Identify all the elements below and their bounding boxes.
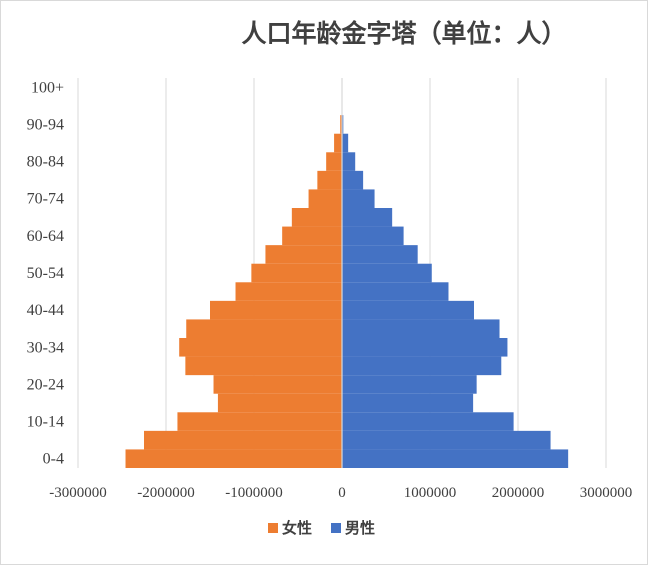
male-bar-13 bbox=[342, 208, 393, 227]
bars bbox=[125, 96, 569, 468]
female-bar-12 bbox=[282, 226, 342, 246]
legend-label-0: 女性 bbox=[282, 519, 312, 537]
female-bar-4 bbox=[213, 375, 342, 394]
male-bar-7 bbox=[342, 319, 500, 338]
male-bar-12 bbox=[342, 226, 404, 246]
male-bar-4 bbox=[342, 375, 477, 394]
x-tick-label-6: 3000000 bbox=[580, 485, 633, 501]
y-category-label-2: 20-24 bbox=[27, 376, 64, 393]
female-bar-0 bbox=[125, 449, 343, 468]
male-bar-17 bbox=[342, 133, 349, 153]
y-category-label-8: 80-84 bbox=[27, 154, 64, 171]
male-bar-10 bbox=[342, 263, 432, 283]
male-bar-14 bbox=[342, 189, 375, 208]
y-category-label-0: 0-4 bbox=[43, 451, 64, 468]
male-bar-8 bbox=[342, 300, 474, 320]
male-bar-18 bbox=[342, 115, 344, 134]
chart-title: 人口年龄金字塔（单位：人） bbox=[241, 19, 567, 48]
legend-swatch-0 bbox=[268, 523, 278, 533]
female-bar-5 bbox=[185, 356, 342, 376]
y-category-label-10: 100+ bbox=[31, 79, 64, 96]
female-bar-14 bbox=[308, 189, 342, 208]
male-bar-6 bbox=[342, 338, 508, 357]
female-bar-13 bbox=[291, 208, 342, 227]
male-bar-0 bbox=[342, 449, 569, 468]
legend: 女性 男性 bbox=[268, 519, 375, 537]
female-bar-17 bbox=[334, 133, 342, 153]
male-bar-9 bbox=[342, 282, 449, 301]
male-bar-1 bbox=[342, 430, 551, 450]
male-bar-11 bbox=[342, 245, 418, 264]
legend-swatch-1 bbox=[331, 523, 341, 533]
y-category-label-4: 40-44 bbox=[27, 302, 64, 319]
x-tick-label-3: 0 bbox=[338, 485, 346, 501]
y-category-label-9: 90-94 bbox=[27, 116, 64, 133]
x-tick-labels: -3000000 -2000000 -1000000 0 1000000 2000000 3… bbox=[49, 485, 632, 501]
y-category-label-6: 60-64 bbox=[27, 228, 64, 245]
y-category-label-5: 50-54 bbox=[27, 265, 64, 282]
male-bar-3 bbox=[342, 393, 474, 413]
male-bar-5 bbox=[342, 356, 502, 376]
y-category-label-1: 10-14 bbox=[27, 414, 64, 431]
legend-label-1: 男性 bbox=[345, 519, 375, 537]
female-bar-3 bbox=[217, 393, 342, 413]
female-bar-15 bbox=[317, 170, 342, 190]
female-bar-6 bbox=[179, 338, 342, 357]
y-category-label-3: 30-34 bbox=[27, 339, 64, 356]
female-bar-2 bbox=[177, 412, 342, 431]
male-bar-16 bbox=[342, 152, 356, 171]
male-bar-15 bbox=[342, 170, 364, 190]
female-bar-9 bbox=[235, 282, 342, 301]
female-bar-7 bbox=[186, 319, 342, 338]
female-bar-16 bbox=[326, 152, 342, 171]
female-bar-1 bbox=[144, 430, 342, 450]
female-bar-10 bbox=[251, 263, 342, 283]
x-tick-label-1: -2000000 bbox=[137, 485, 195, 501]
female-bar-18 bbox=[340, 115, 342, 134]
y-category-label-7: 70-74 bbox=[27, 191, 64, 208]
female-bar-11 bbox=[265, 245, 342, 264]
female-bar-8 bbox=[210, 300, 342, 320]
x-tick-label-2: -1000000 bbox=[225, 485, 283, 501]
x-tick-label-0: -3000000 bbox=[49, 485, 107, 501]
male-bar-2 bbox=[342, 412, 514, 431]
x-tick-label-4: 1000000 bbox=[404, 485, 457, 501]
x-tick-label-5: 2000000 bbox=[492, 485, 545, 501]
y-category-labels: 0-4 10-14 20-24 30-34 40-44 50-54 60-64 70-74 80… bbox=[27, 79, 64, 467]
